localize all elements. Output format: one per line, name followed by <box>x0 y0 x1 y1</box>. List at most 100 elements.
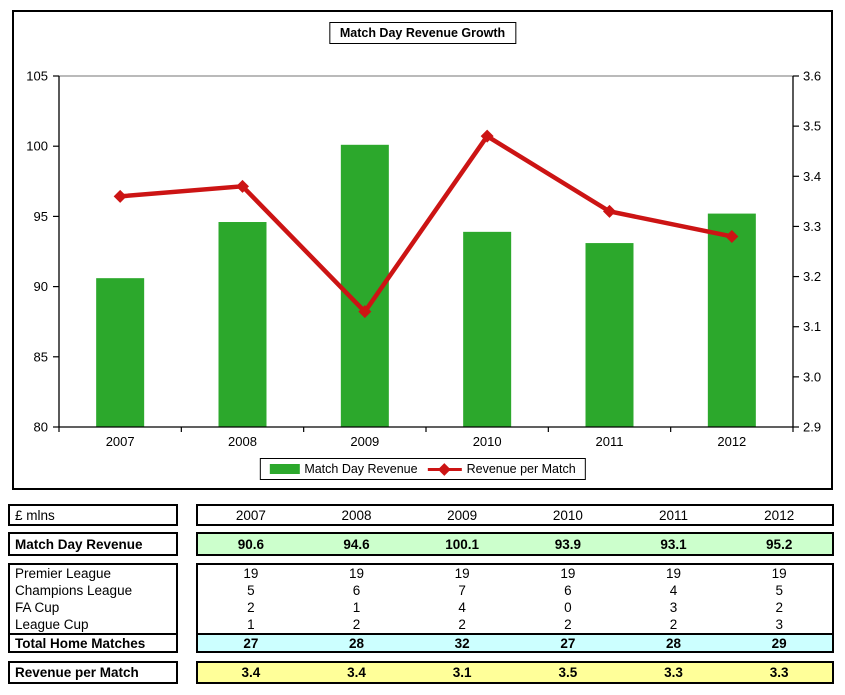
legend-item-bar: Match Day Revenue <box>269 462 418 476</box>
table-label-total-home-matches: Total Home Matches <box>8 633 178 653</box>
axis-tick-label: 2012 <box>717 434 746 449</box>
chart-area: Match Day Revenue Growth 105 100 95 90 85 80 3… <box>12 10 833 490</box>
line-series-swatch-icon <box>427 462 462 476</box>
table-cell: 3.3 <box>664 665 683 680</box>
axis-tick-label: 2008 <box>228 434 257 449</box>
table-cell: 2007 <box>235 507 266 523</box>
table-cell: 19 <box>560 566 576 581</box>
chart-plot: 105 100 95 90 85 80 3.6 3.5 3.4 3.3 3.2 3.1 3.0 2.9 20… <box>26 69 821 450</box>
table-cell: 3.5 <box>558 665 578 680</box>
axis-tick-label: 3.6 <box>803 69 821 84</box>
table-label-champions-league: Champions League <box>15 583 133 598</box>
table-label-match-day-revenue: Match Day Revenue <box>8 532 178 556</box>
table-cell: 90.6 <box>237 536 264 552</box>
table-cell: 32 <box>454 635 470 651</box>
bar-series-swatch-icon <box>269 464 300 474</box>
table-cell: 3.1 <box>452 665 472 680</box>
table-row: 1 2 2 2 2 3 <box>198 616 832 633</box>
revenue-per-match-line <box>119 133 733 316</box>
table-cell: 3.3 <box>769 665 789 680</box>
table-label-premier-league: Premier League <box>15 566 112 581</box>
axis-tick-label: 100 <box>26 139 48 154</box>
table-cell: 27 <box>560 635 576 651</box>
table-cell: 19 <box>454 566 470 581</box>
axis-tick-label: 3.3 <box>803 219 821 234</box>
table-row-total-home-matches: 27 28 32 27 28 29 <box>196 633 834 653</box>
axis-tick-label: 105 <box>26 69 48 84</box>
table-cell: 2 <box>247 600 255 615</box>
line-marker-diamond-icon <box>236 179 249 193</box>
axis-tick-label: 3.2 <box>803 269 821 284</box>
revenue-bar <box>707 213 756 427</box>
table-label-fa-cup: FA Cup <box>15 600 60 615</box>
table-cell: 2 <box>564 617 572 632</box>
table-cell: 2 <box>669 617 678 632</box>
axis-tick-label: 2.9 <box>803 420 821 435</box>
table-cell: 6 <box>564 583 572 598</box>
table-label-revenue-per-match: Revenue per Match <box>8 661 178 684</box>
axis-tick-label: 3.4 <box>803 169 821 184</box>
table-row: 19 19 19 19 19 19 <box>198 565 832 582</box>
table-cell: 2008 <box>341 507 372 523</box>
axis-tick-label: 2010 <box>473 434 502 449</box>
table-cell: 3.4 <box>241 665 261 680</box>
axis-tick-label: 95 <box>34 209 48 224</box>
table-cell: 2011 <box>659 507 689 523</box>
axis-tick-label: 80 <box>34 420 48 435</box>
table-label-league-cup: League Cup <box>15 617 89 632</box>
axis-tick-label: 85 <box>34 349 48 364</box>
axis-tick-label: 2011 <box>596 434 624 449</box>
revenue-bar <box>218 222 267 427</box>
axis-tick-label: 90 <box>34 279 48 294</box>
table-cell: 4 <box>669 583 678 598</box>
chart-legend: Match Day Revenue Revenue per Match <box>259 458 586 480</box>
table-cell: 6 <box>352 583 361 598</box>
table-cell: 93.9 <box>554 536 581 552</box>
table-cell: 0 <box>564 600 572 615</box>
table-labels-match-types: Premier League Champions League FA Cup Leag… <box>8 563 178 635</box>
line-marker-diamond-icon <box>725 229 739 243</box>
revenue-bar <box>96 278 145 427</box>
table-cell: 100.1 <box>445 536 480 552</box>
table-cell: 1 <box>247 617 255 632</box>
table-cell: 2 <box>458 617 466 632</box>
line-marker-diamond-icon <box>480 129 494 143</box>
table-year-header-row: 2007 2008 2009 2010 2011 2012 <box>196 504 834 526</box>
legend-item-line: Revenue per Match <box>427 462 576 476</box>
table-row-revenue-per-match: 3.4 3.4 3.1 3.5 3.3 3.3 <box>196 661 834 684</box>
revenue-bar <box>585 243 634 427</box>
table-cell: 19 <box>771 566 787 581</box>
legend-label-bar: Match Day Revenue <box>304 462 418 476</box>
table-cell: 5 <box>775 583 783 598</box>
table-cell: 95.2 <box>766 536 793 552</box>
table-cell: 19 <box>666 566 682 581</box>
table-rows-match-types: 19 19 19 19 19 19 5 6 7 6 4 5 2 1 4 0 3 2 1 2 2 2 2 3 <box>196 563 834 635</box>
table-cell: 3 <box>669 600 678 615</box>
table-cell: 3 <box>775 617 783 632</box>
table-unit-label: £ mlns <box>8 504 178 526</box>
axis-tick-label: 3.1 <box>803 319 821 334</box>
table-cell: 93.1 <box>660 536 687 552</box>
line-marker-diamond-icon <box>603 204 616 218</box>
table-cell: 19 <box>348 566 365 581</box>
table-cell: 27 <box>243 635 259 651</box>
legend-label-line: Revenue per Match <box>466 462 576 476</box>
table-cell: 3.4 <box>347 665 366 680</box>
revenue-bar <box>463 231 512 427</box>
table-cell: 2 <box>352 617 361 632</box>
table-cell: 28 <box>666 635 682 651</box>
table-cell: 1 <box>352 600 361 615</box>
table-row: 5 6 7 6 4 5 <box>198 582 832 599</box>
line-marker-diamond-icon <box>113 189 127 203</box>
line-marker-diamond-icon <box>358 305 372 319</box>
table-cell: 29 <box>771 635 787 651</box>
table-cell: 2010 <box>552 507 583 523</box>
chart-title: Match Day Revenue Growth <box>328 22 517 44</box>
axis-tick-label: 3.5 <box>803 119 821 134</box>
table-cell: 7 <box>458 583 466 598</box>
table-cell: 2 <box>775 600 783 615</box>
table-cell: 2009 <box>447 507 478 523</box>
table-cell: 94.6 <box>343 536 370 552</box>
table-row-match-day-revenue: 90.6 94.6 100.1 93.9 93.1 95.2 <box>196 532 834 556</box>
table-row: 2 1 4 0 3 2 <box>198 599 832 616</box>
